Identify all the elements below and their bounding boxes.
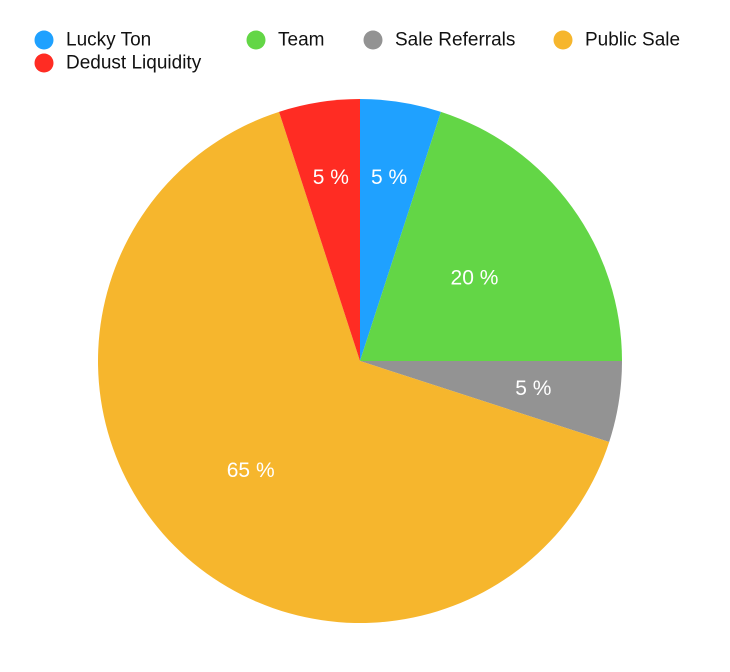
legend-swatch <box>34 30 54 50</box>
legend-swatch <box>34 53 54 73</box>
legend-swatch <box>363 30 383 50</box>
slice-label-dedust-liquidity: 5 % <box>313 166 349 189</box>
legend-label: Sale Referrals <box>395 30 515 51</box>
slice-label-lucky-ton: 5 % <box>371 166 407 189</box>
legend-item-lucky-ton[interactable]: Lucky Ton <box>34 30 152 51</box>
legend-item-team[interactable]: Team <box>246 30 325 51</box>
legend-label: Public Sale <box>585 30 680 51</box>
legend-item-sale-referrals[interactable]: Sale Referrals <box>363 30 516 51</box>
pie-slices <box>97 99 622 623</box>
legend-swatch <box>246 30 266 50</box>
slice-labels: 5 % 20 % 5 % 65 % 5 % <box>227 166 552 482</box>
legend-swatch <box>553 30 573 50</box>
legend-label: Lucky Ton <box>66 30 151 51</box>
legend-item-public-sale[interactable]: Public Sale <box>553 30 681 51</box>
pie-slice-team <box>360 111 622 361</box>
slice-label-team: 20 % <box>451 266 499 289</box>
legend-item-dedust-liquidity[interactable]: Dedust Liquidity <box>34 53 202 74</box>
legend: Lucky Ton Team Sale Referrals Public Sale De… <box>34 30 681 74</box>
legend-label: Team <box>278 30 324 51</box>
pie-slice-public-sale <box>97 111 610 623</box>
slice-label-sale-referrals: 5 % <box>515 377 551 400</box>
pie-slice-lucky-ton <box>360 99 441 361</box>
pie-slice-dedust-liquidity <box>279 99 360 361</box>
slice-label-public-sale: 65 % <box>227 459 275 482</box>
pie-slice-sale-referrals <box>360 361 622 442</box>
legend-label: Dedust Liquidity <box>66 53 202 74</box>
